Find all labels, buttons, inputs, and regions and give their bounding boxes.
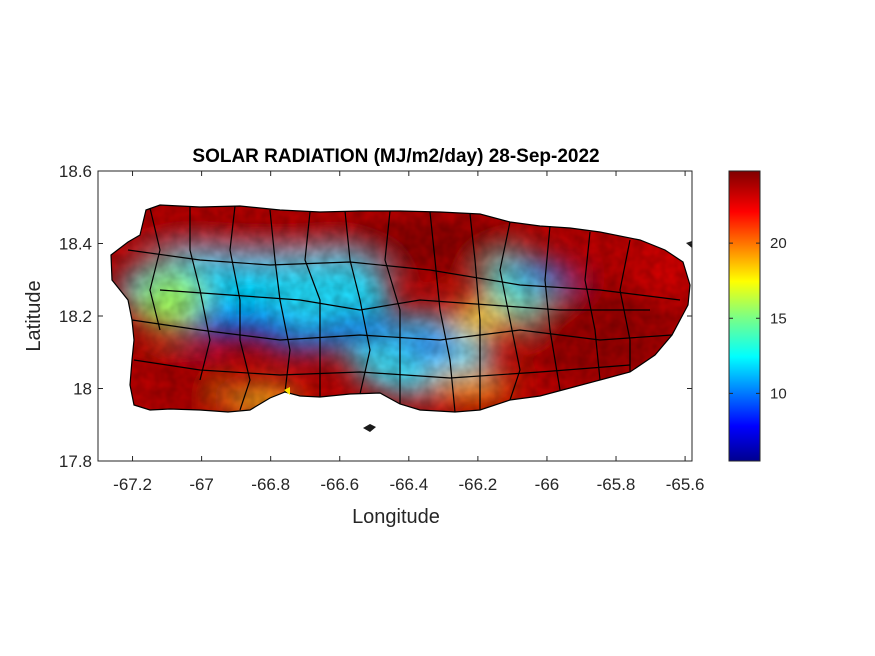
islet-shape — [284, 387, 290, 395]
chart-title: SOLAR RADIATION (MJ/m2/day) 28-Sep-2022 — [192, 146, 599, 167]
x-tick-label: -65.8 — [597, 475, 636, 494]
colorbar-tick-label: 10 — [770, 385, 787, 402]
x-tick-label: -67.2 — [113, 475, 152, 494]
y-axis-label: Latitude — [23, 280, 45, 351]
x-axis: -67.2 -67 -66.8 -66.6 -66.4 -66.2 -66 -65.8 -65.… — [113, 171, 704, 494]
y-tick-label: 18.2 — [59, 307, 92, 326]
colorbar-tick-label: 15 — [770, 310, 787, 327]
municipal-borders — [110, 204, 691, 413]
x-tick-label: -66.8 — [251, 475, 290, 494]
colorbar — [728, 170, 761, 462]
y-axis: 17.8 18 18.2 18.4 18.6 — [59, 162, 692, 471]
x-tick-label: -66 — [535, 475, 560, 494]
x-tick-label: -67 — [189, 475, 214, 494]
x-tick-label: -66.6 — [320, 475, 359, 494]
colorbar-tick-label: 20 — [770, 235, 787, 252]
y-tick-label: 18 — [73, 380, 92, 399]
y-tick-label: 18.4 — [59, 235, 92, 254]
islet-shape — [686, 241, 692, 248]
solar-radiation-field — [111, 205, 690, 412]
colorbar-axis: 10 15 20 — [729, 235, 787, 402]
x-tick-label: -66.4 — [389, 475, 428, 494]
y-tick-label: 17.8 — [59, 452, 92, 471]
x-axis-label: Longitude — [352, 506, 440, 528]
y-tick-label: 18.6 — [59, 162, 92, 181]
x-tick-label: -66.2 — [459, 475, 498, 494]
islet-shape — [363, 424, 376, 432]
x-tick-label: -65.6 — [666, 475, 705, 494]
